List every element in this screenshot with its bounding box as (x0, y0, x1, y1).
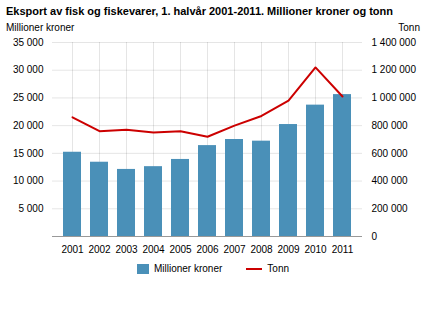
html-text:Tonn: Tonn (267, 263, 289, 274)
svg-text:2002: 2002 (88, 244, 111, 255)
svg-text:2008: 2008 (250, 244, 273, 255)
svg-text:5 000: 5 000 (18, 203, 43, 214)
svg-text:25 000: 25 000 (13, 92, 44, 103)
svg-text:2003: 2003 (115, 244, 138, 255)
svg-text:800 000: 800 000 (372, 120, 409, 131)
svg-text:20 000: 20 000 (13, 120, 44, 131)
svg-text:200 000: 200 000 (372, 203, 409, 214)
svg-text:2011: 2011 (332, 244, 354, 255)
svg-text:35 000: 35 000 (13, 37, 44, 48)
svg-text:400 000: 400 000 (372, 175, 409, 186)
html-text:Eksport av fisk og fiskevarer,: Eksport av fisk og fiskevarer, 1. halvår… (6, 5, 393, 17)
svg-text:2005: 2005 (169, 244, 192, 255)
svg-text:2001: 2001 (61, 244, 84, 255)
svg-text:2004: 2004 (142, 244, 165, 255)
svg-text:2009: 2009 (277, 244, 300, 255)
svg-text:30 000: 30 000 (13, 64, 44, 75)
svg-text:600 000: 600 000 (372, 148, 409, 159)
html-text:Tonn: Tonn (398, 22, 420, 33)
svg-text:0: 0 (372, 231, 378, 242)
html-text:Millioner kroner: Millioner kroner (6, 22, 75, 33)
svg-text:1 200 000: 1 200 000 (372, 64, 417, 75)
html-text:Millioner kroner: Millioner kroner (154, 263, 223, 274)
svg-text:2006: 2006 (196, 244, 219, 255)
svg-text:1 400 000: 1 400 000 (372, 37, 417, 48)
svg-text:15 000: 15 000 (13, 148, 44, 159)
svg-text:2010: 2010 (304, 244, 327, 255)
svg-text:2007: 2007 (223, 244, 246, 255)
svg-text:1 000 000: 1 000 000 (372, 92, 417, 103)
svg-text:10 000: 10 000 (13, 175, 44, 186)
